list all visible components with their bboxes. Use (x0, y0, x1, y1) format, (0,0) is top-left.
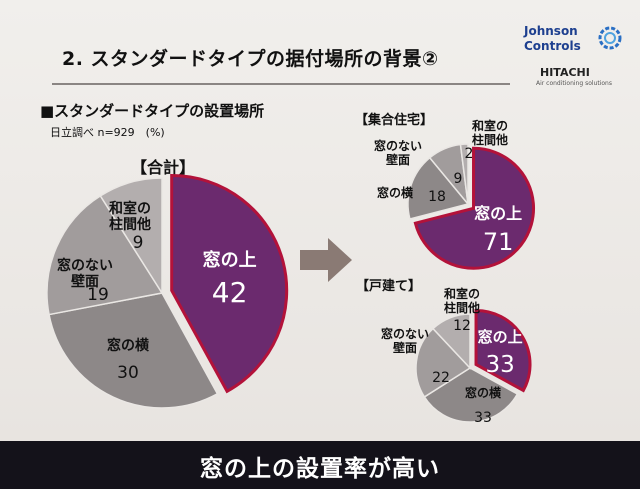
conclusion-bar: 窓の上の設置率が高い (0, 441, 640, 489)
slice-label: 窓の横 (377, 185, 414, 200)
jc-logo-mark-icon (598, 26, 622, 50)
title-divider (52, 83, 510, 85)
right-arrow-icon (300, 238, 352, 282)
pie-slice (46, 194, 164, 316)
jc-logo-line2: Controls (524, 39, 581, 53)
survey-note: 日立調べ n=929 (%) (50, 126, 165, 139)
slice-value: 33 (474, 410, 492, 426)
slice-value: 9 (133, 233, 144, 253)
pie-charts: 【合計】窓の上42窓の横30窓のない壁面19和室の柱間他9【集合住宅】窓の上71… (46, 112, 536, 426)
slice-value: 19 (87, 285, 109, 305)
pie-slice (170, 174, 289, 394)
slice-value: 42 (212, 276, 248, 309)
section-heading: ■スタンダードタイプの設置場所 (40, 102, 265, 120)
pie-slice (413, 146, 536, 270)
slice-value: 33 (486, 352, 515, 378)
slice-label: 和室の柱間他 (443, 286, 480, 315)
jc-logo-line1: Johnson (524, 24, 578, 38)
pie-slice (407, 156, 470, 220)
pie-slice (423, 367, 519, 423)
conclusion-text: 窓の上の設置率が高い (200, 456, 440, 482)
slice-label: 窓の上 (203, 249, 257, 271)
slice-value: 22 (432, 370, 450, 386)
slice-label: 和室の柱間他 (109, 200, 151, 233)
chart-title: 【集合住宅】 (355, 112, 433, 128)
slice-value: 30 (117, 363, 139, 383)
pie-slice (474, 308, 532, 393)
slice-value: 9 (454, 171, 463, 187)
johnson-controls-logo: Johnson Controls (522, 18, 630, 62)
chart-title: 【戸建て】 (356, 278, 421, 294)
hitachi-logo-subtitle: Air conditioning solutions (536, 80, 612, 87)
pie-slice (415, 327, 472, 398)
slice-value: 2 (465, 146, 474, 162)
slice-label: 窓のない壁面 (374, 138, 422, 167)
slice-value: 18 (428, 189, 446, 205)
pie-slice (459, 143, 469, 205)
hitachi-logo: HITACHI (540, 66, 590, 79)
slice-label: 窓の上 (478, 328, 523, 346)
slice-value: 71 (483, 228, 514, 256)
slice-label: 窓の横 (465, 385, 502, 400)
slice-value: 12 (453, 318, 471, 334)
pie-slice (48, 292, 219, 409)
slice-label: 窓の上 (474, 204, 522, 223)
chart-title: 【合計】 (131, 158, 195, 177)
pie-slice (99, 177, 163, 296)
pie-slice (431, 313, 471, 370)
slice-label: 和室の柱間他 (471, 118, 508, 147)
slice-label: 窓のない壁面 (381, 326, 429, 355)
slice-label: 窓のない壁面 (57, 257, 113, 290)
slide-title: 2. スタンダードタイプの据付場所の背景② (62, 48, 439, 70)
slice-label: 窓の横 (107, 337, 150, 354)
